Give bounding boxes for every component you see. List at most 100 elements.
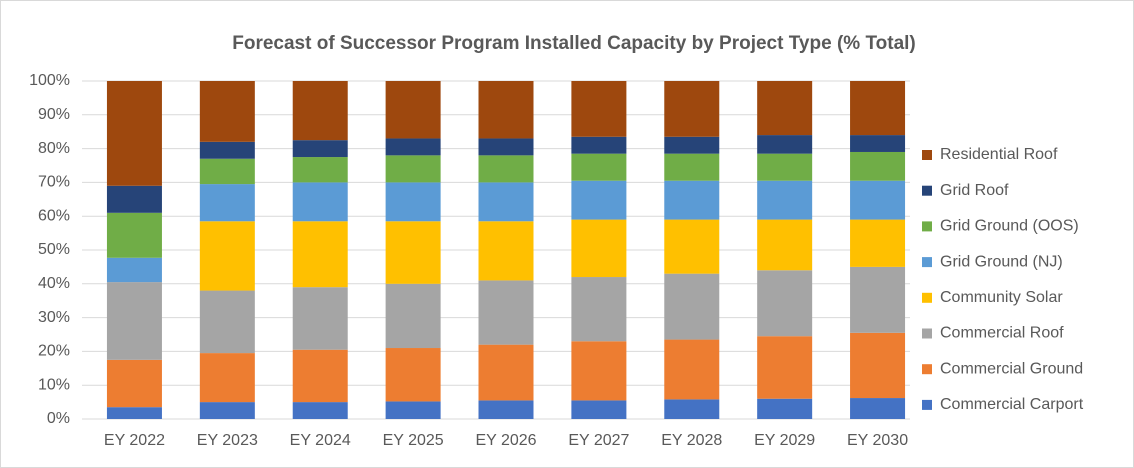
bar-segment — [850, 219, 906, 267]
bar-segment — [850, 180, 906, 220]
bar-segment — [664, 399, 720, 419]
x-tick-label: EY 2024 — [290, 432, 351, 449]
legend-label: Grid Roof — [940, 182, 1009, 199]
bar-segment — [757, 180, 813, 220]
y-tick-label: 60% — [38, 207, 70, 224]
bar-segment — [850, 81, 906, 136]
y-tick-label: 20% — [38, 343, 70, 360]
bar-segment — [850, 266, 906, 333]
bar-segment — [199, 158, 255, 185]
bar-segment — [199, 402, 255, 419]
bar-segment — [292, 157, 348, 183]
bar-segment — [292, 349, 348, 403]
legend-label: Grid Ground (OOS) — [940, 218, 1079, 235]
legend-swatch — [922, 185, 932, 196]
bar-segment — [478, 81, 534, 139]
bar-segment — [571, 153, 627, 181]
bar-segment — [292, 287, 348, 350]
x-tick-label: EY 2026 — [475, 432, 536, 449]
legend-label: Commercial Ground — [940, 360, 1083, 377]
bar-segment — [106, 407, 162, 419]
bar-segment — [199, 141, 255, 159]
bar-segment — [571, 81, 627, 137]
bar-segment — [199, 353, 255, 403]
bar-segment — [292, 182, 348, 222]
bar-segment — [757, 398, 813, 419]
bar-segment — [478, 182, 534, 222]
bar-segment — [757, 219, 813, 271]
legend-swatch — [922, 399, 932, 410]
bar-segment — [478, 400, 534, 419]
bar-segment — [199, 290, 255, 354]
bar-segment — [385, 81, 441, 139]
legend-swatch — [922, 364, 932, 375]
bar-segment — [199, 81, 255, 142]
x-tick-label: EY 2029 — [754, 432, 815, 449]
bar-segment — [757, 135, 813, 154]
x-tick-label: EY 2030 — [847, 432, 908, 449]
bar-segment — [478, 138, 534, 156]
y-tick-label: 100% — [29, 72, 70, 89]
bar-segment — [292, 140, 348, 158]
bar-segment — [385, 348, 441, 402]
y-tick-label: 10% — [38, 376, 70, 393]
x-tick-label: EY 2025 — [383, 432, 444, 449]
legend-swatch — [922, 328, 932, 339]
legend-label: Community Solar — [940, 289, 1063, 306]
x-tick-label: EY 2027 — [568, 432, 629, 449]
legend-label: Residential Roof — [940, 146, 1058, 163]
y-tick-label: 80% — [38, 140, 70, 157]
legend-swatch — [922, 292, 932, 303]
y-tick-label: 0% — [47, 410, 70, 427]
bar-segment — [292, 221, 348, 288]
y-tick-label: 40% — [38, 275, 70, 292]
bar-segment — [385, 401, 441, 419]
chart-title: Forecast of Successor Program Installed … — [232, 33, 916, 54]
bar-segment — [478, 155, 534, 183]
legend-swatch — [922, 150, 932, 160]
bar-segment — [664, 153, 720, 181]
bar-segment — [664, 273, 720, 340]
legend-label: Commercial Roof — [940, 325, 1064, 342]
y-tick-label: 70% — [38, 174, 70, 191]
bar-segment — [757, 153, 813, 181]
legend-label: Commercial Carport — [940, 396, 1084, 413]
bar-segment — [757, 81, 813, 136]
y-tick-label: 90% — [38, 106, 70, 123]
bar-segment — [571, 136, 627, 154]
bar-segment — [571, 219, 627, 278]
bar-segment — [478, 344, 534, 401]
bar-segment — [106, 359, 162, 408]
bar-segment — [106, 257, 162, 283]
y-tick-label: 30% — [38, 309, 70, 326]
x-tick-label: EY 2028 — [661, 432, 722, 449]
legend-swatch — [922, 257, 932, 268]
bar-segment — [106, 81, 162, 186]
bar-segment — [757, 336, 813, 399]
bar-segment — [571, 400, 627, 419]
bar-segment — [385, 182, 441, 222]
bar-segment — [106, 185, 162, 213]
bar-segment — [478, 280, 534, 345]
bar-segment — [664, 136, 720, 154]
bar-segment — [292, 81, 348, 141]
bar-segment — [757, 270, 813, 337]
legend-label: Grid Ground (NJ) — [940, 253, 1063, 270]
bar-segment — [850, 398, 906, 419]
x-tick-label: EY 2022 — [104, 432, 165, 449]
bar-segment — [385, 283, 441, 349]
bar-segment — [571, 277, 627, 342]
bar-segment — [571, 180, 627, 220]
bar-segment — [850, 332, 906, 399]
bar-segment — [292, 402, 348, 419]
bar-segment — [106, 212, 162, 258]
bar-segment — [385, 221, 441, 284]
bar-segment — [385, 138, 441, 156]
bar-segment — [664, 180, 720, 220]
bar-segment — [850, 135, 906, 152]
bar-segment — [850, 151, 906, 181]
bar-segment — [664, 339, 720, 400]
legend-swatch — [922, 221, 932, 232]
